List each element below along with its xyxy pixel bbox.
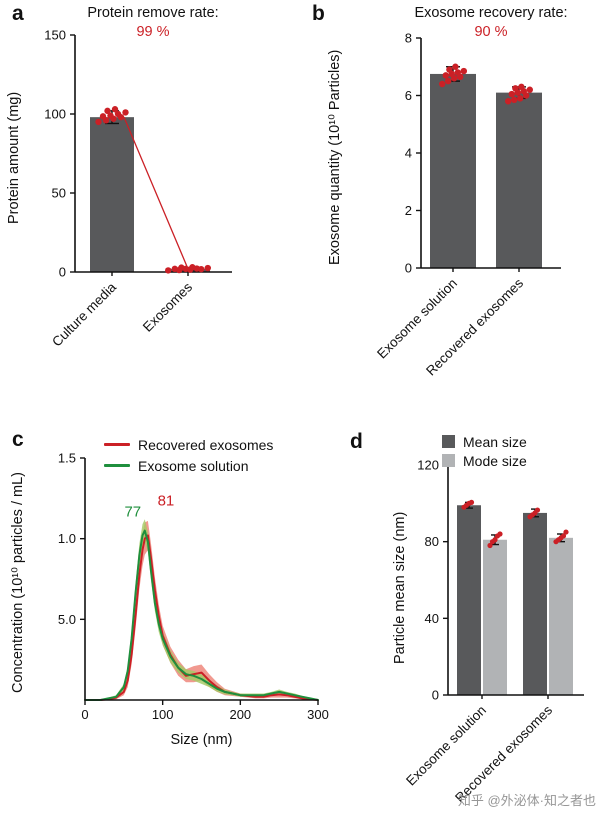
panel-d-legend: Mean size Mode size [442, 432, 527, 470]
svg-text:8: 8 [405, 31, 412, 46]
svg-text:200: 200 [229, 707, 251, 722]
watermark: 知乎 @外泌体·知之者也 [457, 793, 596, 808]
panel-c-legend: Recovered exosomes Exosome solution [104, 434, 273, 476]
panel-a-title: Protein remove rate: 99 % [53, 4, 253, 42]
svg-text:0: 0 [59, 265, 66, 280]
svg-text:Culture media: Culture media [49, 279, 119, 349]
legend-row-mode-size: Mode size [442, 451, 527, 470]
panel-b-y-axis-label: Exosome quantity (10¹⁰ Particles) [327, 49, 343, 266]
panel-d: 0 40 80 120 Exosome solution Recovered exosom… [336, 420, 606, 822]
svg-text:0: 0 [432, 688, 439, 703]
panel-a-chart: 0 50 100 150 Culture media Exosomes [44, 28, 232, 350]
svg-text:80: 80 [425, 534, 439, 549]
panel-c: 5.0 1.0 1.5 0 100 200 300 81 77 c Recovered exos… [0, 420, 336, 822]
svg-text:150: 150 [44, 28, 66, 43]
svg-text:100: 100 [152, 707, 174, 722]
svg-text:6: 6 [405, 88, 412, 103]
panel-a-y-axis-label: Protein amount (mg) [6, 91, 22, 224]
svg-text:1.0: 1.0 [58, 531, 76, 546]
svg-text:0: 0 [81, 707, 88, 722]
svg-text:1.5: 1.5 [58, 451, 76, 466]
legend-line-swatch-solution [104, 463, 130, 468]
panel-b-letter: b [312, 2, 325, 25]
svg-text:2: 2 [405, 203, 412, 218]
legend-label-solution: Exosome solution [138, 457, 249, 474]
svg-text:50: 50 [52, 186, 66, 201]
panel-b: 0 2 4 6 8 Exosome solution Recovered exosomes … [303, 0, 606, 410]
panel-d-y-axis-label: Particle mean size (nm) [392, 511, 408, 665]
svg-text:40: 40 [425, 611, 439, 626]
svg-text:0: 0 [405, 261, 412, 276]
panel-b-rate-value: 90 % [474, 24, 508, 40]
legend-line-swatch-recovered [104, 442, 130, 447]
legend-label-recovered: Recovered exosomes [138, 436, 274, 453]
panel-a: 0 50 100 150 Culture media Exosomes a Protein… [0, 0, 303, 410]
panel-c-letter: c [12, 428, 24, 451]
panel-a-letter: a [12, 2, 24, 25]
svg-text:4: 4 [405, 146, 412, 161]
legend-square-swatch-mode [442, 454, 455, 467]
legend-row-exosome-solution: Exosome solution [104, 455, 273, 476]
svg-text:120: 120 [417, 458, 439, 473]
svg-text:300: 300 [307, 707, 329, 722]
svg-text:77: 77 [124, 504, 141, 521]
legend-label-mean-size: Mean size [463, 433, 527, 450]
panel-c-x-axis-label: Size (nm) [170, 732, 233, 748]
legend-row-mean-size: Mean size [442, 432, 527, 451]
panel-a-title-text: Protein remove rate: [87, 5, 219, 21]
legend-row-recovered-exosomes: Recovered exosomes [104, 434, 273, 455]
legend-label-mode-size: Mode size [463, 452, 527, 469]
panel-c-chart: 5.0 1.0 1.5 0 100 200 300 81 77 [58, 451, 329, 723]
svg-text:100: 100 [44, 107, 66, 122]
legend-square-swatch-mean [442, 435, 455, 448]
svg-text:Exosomes: Exosomes [140, 279, 195, 334]
svg-text:5.0: 5.0 [58, 612, 76, 627]
panel-b-title-text: Exosome recovery rate: [414, 5, 568, 21]
panel-b-title: Exosome recovery rate: 90 % [391, 4, 591, 42]
panel-d-letter: d [350, 430, 363, 453]
panel-c-y-axis-label: Concentration (10¹⁰ particles / mL) [10, 472, 26, 694]
svg-text:81: 81 [158, 492, 175, 509]
panel-a-rate-value: 99 % [136, 24, 170, 40]
